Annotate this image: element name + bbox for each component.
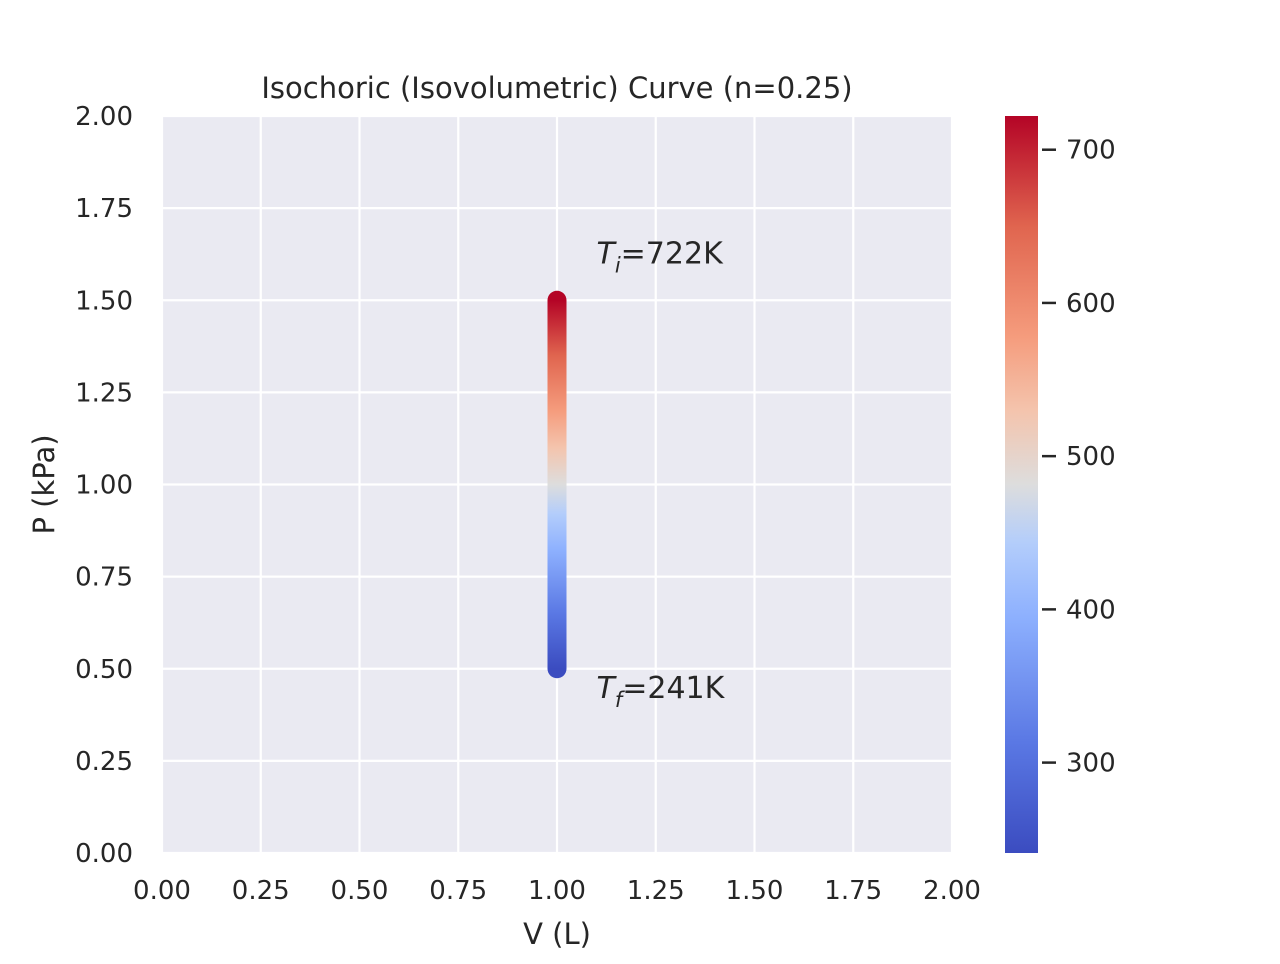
y-tick-labels: 0.00 0.25 0.50 0.75 1.00 1.25 1.50 1.75 2.00 [75, 102, 133, 869]
annotation-value: =722K [621, 236, 724, 271]
x-tick-label: 0.25 [232, 876, 290, 906]
annotation-subscript: i [615, 253, 621, 277]
y-tick-label: 1.50 [75, 286, 133, 316]
x-tick-label: 0.50 [331, 876, 389, 906]
annotation-symbol: T [597, 671, 618, 706]
x-tick-label: 1.25 [627, 876, 685, 906]
annotation-subscript: f [615, 688, 626, 712]
y-tick-label: 1.75 [75, 194, 133, 224]
colorbar-tick-label: 700 [1066, 136, 1116, 166]
x-tick-labels: 0.00 0.25 0.50 0.75 1.00 1.25 1.50 1.75 2.00 [133, 876, 981, 906]
annotation-label: Ti=722K [597, 236, 725, 277]
x-axis-label: V (L) [523, 917, 591, 951]
annotation-symbol: T [597, 236, 618, 271]
colorbar-tick-label: 300 [1066, 749, 1116, 779]
y-tick-label: 0.00 [75, 839, 133, 869]
x-tick-label: 0.00 [133, 876, 191, 906]
x-tick-label: 2.00 [923, 876, 981, 906]
y-tick-label: 1.00 [75, 471, 133, 501]
colorbar-ticks: 300 400 500 600 700 [1042, 136, 1116, 779]
colorbar-tick-label: 600 [1066, 289, 1116, 319]
y-axis-label: P (kPa) [27, 434, 61, 534]
annotation-value: =241K [622, 671, 725, 706]
x-tick-label: 1.75 [824, 876, 882, 906]
colorbar [1005, 116, 1038, 853]
colorbar-tick-label: 500 [1066, 442, 1116, 472]
y-tick-label: 0.50 [75, 655, 133, 685]
y-tick-label: 0.25 [75, 747, 133, 777]
y-tick-label: 1.25 [75, 378, 133, 408]
colorbar-tick-label: 400 [1066, 595, 1116, 625]
x-tick-label: 0.75 [429, 876, 487, 906]
x-tick-label: 1.50 [726, 876, 784, 906]
chart-title: Isochoric (Isovolumetric) Curve (n=0.25) [261, 71, 852, 105]
y-tick-label: 0.75 [75, 563, 133, 593]
annotation-label: Tf=241K [597, 671, 726, 712]
y-tick-label: 2.00 [75, 102, 133, 132]
x-tick-label: 1.00 [528, 876, 586, 906]
